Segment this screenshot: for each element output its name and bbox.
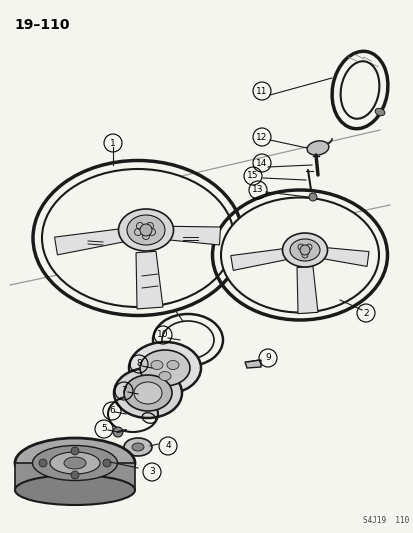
Polygon shape <box>306 246 368 266</box>
Text: 10: 10 <box>157 330 169 340</box>
Text: 7: 7 <box>121 386 126 395</box>
Ellipse shape <box>129 342 201 394</box>
Text: 9: 9 <box>264 353 270 362</box>
Polygon shape <box>296 266 317 313</box>
Polygon shape <box>55 226 144 255</box>
Text: 8: 8 <box>136 359 142 368</box>
Circle shape <box>39 459 47 467</box>
Ellipse shape <box>114 368 182 418</box>
Polygon shape <box>15 463 135 490</box>
Circle shape <box>299 245 309 255</box>
Ellipse shape <box>140 350 190 386</box>
Text: 5: 5 <box>101 424 107 433</box>
Text: 11: 11 <box>256 86 267 95</box>
Ellipse shape <box>166 360 178 369</box>
Ellipse shape <box>15 438 135 488</box>
Ellipse shape <box>127 215 165 245</box>
Text: 6: 6 <box>109 407 114 416</box>
Ellipse shape <box>15 475 135 505</box>
Circle shape <box>140 224 152 236</box>
Circle shape <box>71 447 79 455</box>
Text: 13: 13 <box>252 185 263 195</box>
Ellipse shape <box>161 321 214 359</box>
Ellipse shape <box>124 375 171 411</box>
Text: 15: 15 <box>247 172 258 181</box>
Polygon shape <box>244 360 260 368</box>
Ellipse shape <box>306 141 328 155</box>
Ellipse shape <box>282 233 327 267</box>
Circle shape <box>103 459 111 467</box>
Polygon shape <box>136 251 163 309</box>
Ellipse shape <box>289 239 319 261</box>
Ellipse shape <box>374 108 384 116</box>
Ellipse shape <box>159 372 171 381</box>
Ellipse shape <box>134 382 161 404</box>
Text: 4: 4 <box>165 441 171 450</box>
Ellipse shape <box>340 61 378 119</box>
Text: 2: 2 <box>362 309 368 318</box>
Ellipse shape <box>42 169 233 307</box>
Text: 19–110: 19–110 <box>14 18 69 32</box>
Ellipse shape <box>33 446 117 481</box>
Circle shape <box>113 427 123 437</box>
Circle shape <box>308 193 316 201</box>
Text: S4J19  110: S4J19 110 <box>362 516 408 525</box>
Polygon shape <box>230 246 304 270</box>
Text: 14: 14 <box>256 158 267 167</box>
Ellipse shape <box>124 438 152 456</box>
Ellipse shape <box>118 209 173 251</box>
Ellipse shape <box>50 452 100 474</box>
Ellipse shape <box>132 443 144 451</box>
Ellipse shape <box>221 198 378 312</box>
Ellipse shape <box>64 457 86 469</box>
Text: 3: 3 <box>149 467 154 477</box>
Ellipse shape <box>151 360 163 369</box>
Circle shape <box>71 471 79 479</box>
Polygon shape <box>149 226 220 245</box>
Text: 1: 1 <box>110 139 116 148</box>
Text: 12: 12 <box>256 133 267 141</box>
